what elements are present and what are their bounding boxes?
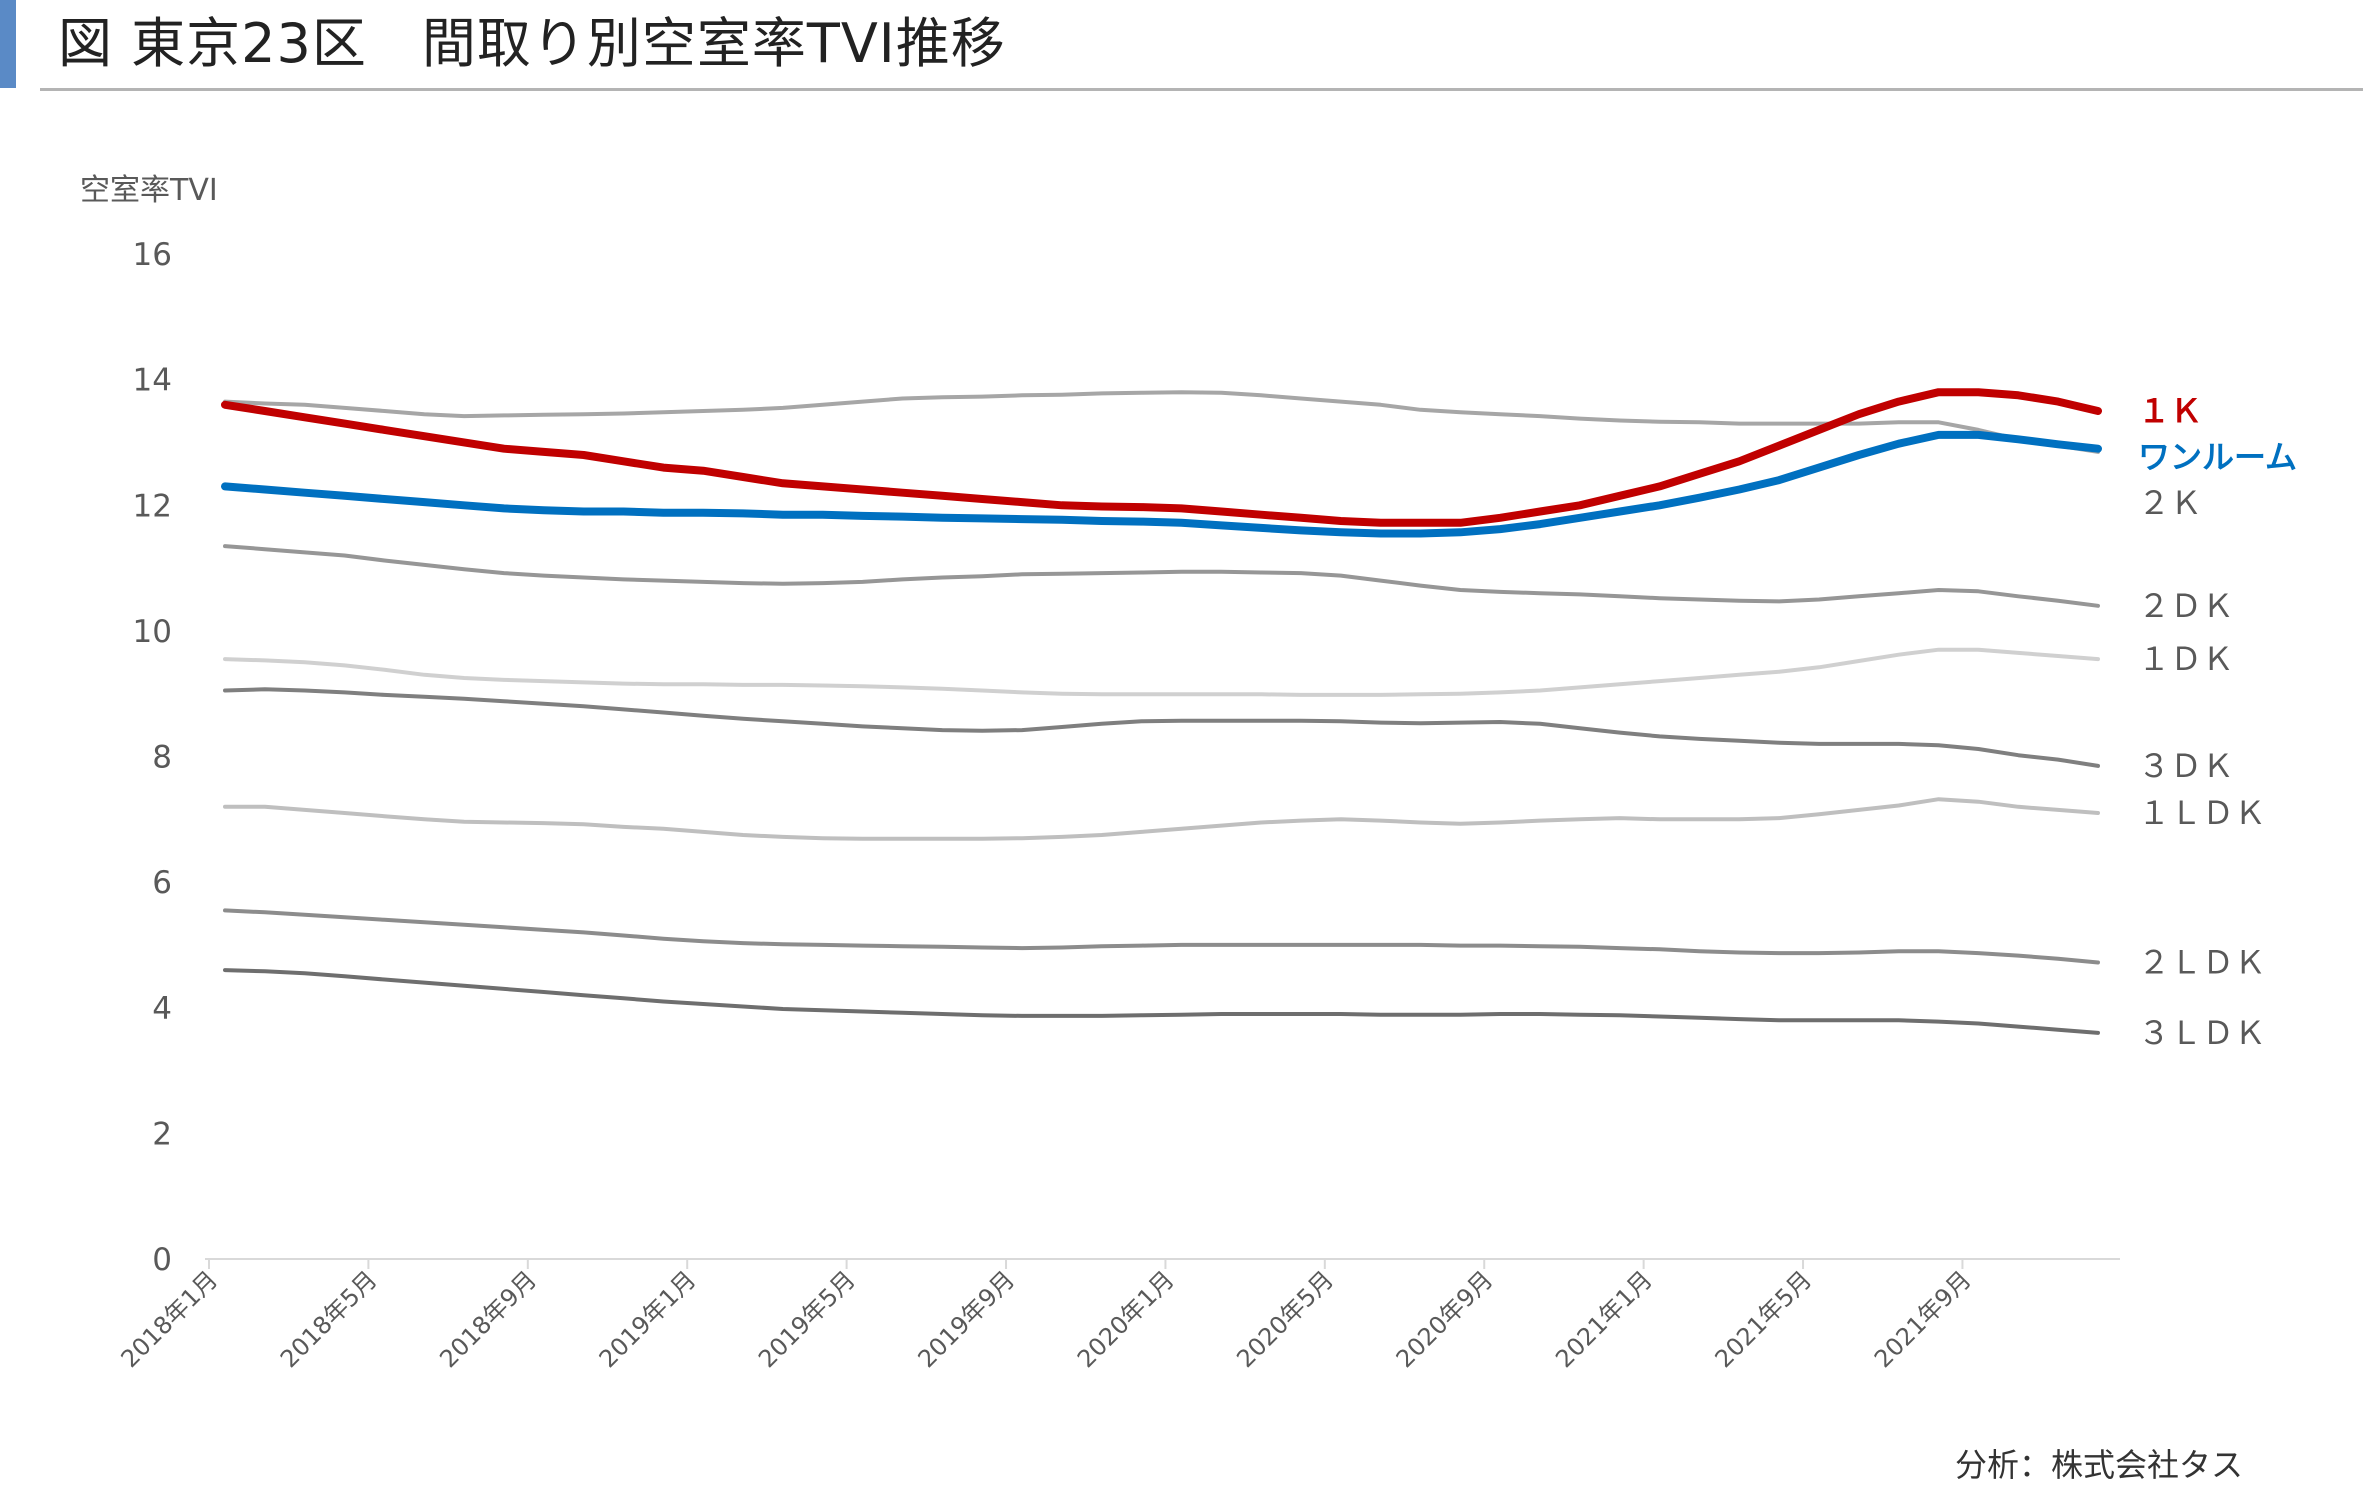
y-tick-label: 0 (152, 1242, 172, 1278)
series-labels: １Ｋ ワンルーム ２Ｋ ２ＤＫ １ＤＫ ３ＤＫ １ＬＤＫ ２ＬＤＫ ３ＬＤＫ (2138, 392, 2297, 1052)
x-tick-label: 2020年5月 (1231, 1265, 1339, 1373)
series-line (223, 390, 2100, 454)
y-tick-label: 10 (133, 614, 172, 650)
x-tick-label: 2018年5月 (275, 1265, 383, 1373)
y-tick-label: 16 (133, 237, 172, 273)
x-tick-label: 2020年9月 (1391, 1265, 1499, 1373)
series-line (223, 687, 2100, 768)
y-axis-label: 空室率TVI (80, 173, 218, 208)
x-tick-label: 2018年9月 (434, 1265, 542, 1373)
source-credit: 分析：株式会社タス (1954, 1446, 2243, 1484)
y-axis-ticks: 0 2 4 6 8 10 12 14 16 (133, 237, 172, 1278)
x-tick-label: 2019年9月 (913, 1265, 1021, 1373)
x-tick-label: 2021年1月 (1550, 1265, 1658, 1373)
series-end-label: ワンルーム (2138, 438, 2297, 476)
x-tick-label: 2019年1月 (594, 1265, 702, 1373)
x-tick-label: 2019年5月 (753, 1265, 861, 1373)
y-tick-label: 6 (152, 865, 172, 901)
series-line (221, 388, 2102, 527)
page-title: 図 東京23区 間取り別空室率TVI推移 (58, 12, 1006, 75)
y-tick-label: 2 (152, 1116, 172, 1152)
series-end-label: ２ＤＫ (2138, 587, 2234, 625)
series-end-label: ３ＤＫ (2138, 747, 2234, 785)
y-tick-label: 4 (152, 991, 172, 1027)
x-tick-label: 2021年9月 (1869, 1265, 1977, 1373)
series-line (223, 544, 2100, 608)
y-tick-label: 12 (133, 488, 172, 524)
series-end-label: ２ＬＤＫ (2138, 944, 2266, 982)
series-line (223, 968, 2100, 1035)
series-end-label: １ＬＤＫ (2138, 794, 2266, 832)
x-tick-label: 2021年5月 (1710, 1265, 1818, 1373)
series-line (223, 647, 2100, 697)
series-lines (221, 388, 2102, 1035)
series-line (223, 797, 2100, 841)
x-tick-label: 2020年1月 (1072, 1265, 1180, 1373)
series-end-label: ３ＬＤＫ (2138, 1014, 2266, 1052)
series-line (223, 908, 2100, 965)
x-tick-label: 2018年1月 (116, 1265, 224, 1373)
y-tick-label: 14 (133, 363, 172, 399)
y-tick-label: 8 (152, 740, 172, 776)
series-end-label: １ＤＫ (2138, 640, 2234, 678)
series-end-label: ２Ｋ (2138, 484, 2202, 522)
series-line (221, 430, 2102, 538)
series-end-label: １Ｋ (2138, 392, 2202, 430)
x-axis: 2018年1月 2018年5月 2018年9月 2019年1月 2019年5月 2019年… (116, 1258, 2120, 1373)
title-accent-bar (0, 0, 16, 88)
title-divider (40, 88, 2363, 91)
